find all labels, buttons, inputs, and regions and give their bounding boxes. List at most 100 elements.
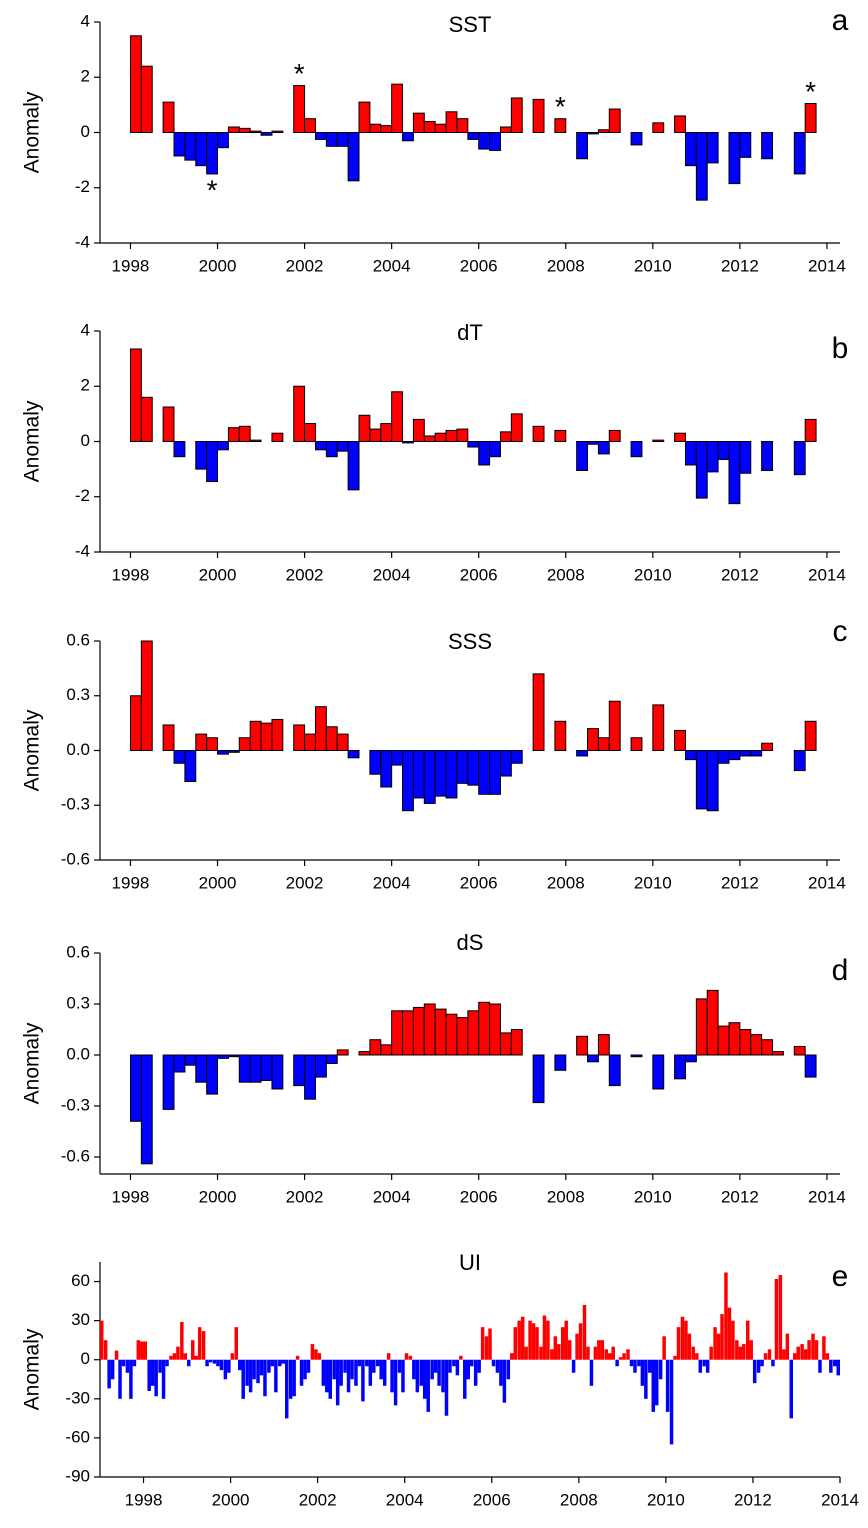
bar [807, 1340, 811, 1360]
x-tick-label: 2012 [721, 1187, 759, 1206]
bar [477, 1359, 481, 1373]
y-tick-label: -2 [75, 486, 90, 505]
bar [391, 83, 404, 133]
bar [332, 1359, 336, 1380]
bar [611, 1346, 615, 1360]
x-tick-label: 2006 [460, 256, 498, 275]
bar [217, 750, 229, 755]
bar [750, 750, 763, 757]
bar [804, 1054, 817, 1078]
bar [402, 750, 414, 812]
bar [412, 750, 425, 799]
bar [796, 1346, 800, 1360]
bar [114, 1350, 119, 1360]
bar [698, 1359, 703, 1373]
bar [655, 1359, 659, 1406]
bar [510, 750, 523, 764]
x-tick-label: 2000 [199, 565, 237, 584]
bar [304, 423, 316, 443]
bar [271, 1054, 284, 1090]
bar [375, 1359, 380, 1367]
bar [271, 432, 284, 442]
bar [206, 441, 219, 483]
bar [489, 1003, 501, 1056]
bar [248, 1359, 253, 1393]
bar [184, 1054, 197, 1066]
bar [833, 1359, 837, 1367]
x-tick-label: 2004 [373, 1187, 411, 1206]
bar [121, 1359, 126, 1367]
bar [608, 700, 621, 751]
y-tick-label: -0.3 [61, 1095, 90, 1114]
chart-title: dS [457, 930, 484, 955]
bar [739, 750, 752, 757]
bar [756, 1359, 761, 1373]
bar [553, 1336, 558, 1360]
bar [597, 129, 610, 134]
x-tick-label: 2008 [547, 256, 585, 275]
bar [554, 1054, 567, 1071]
bar [412, 112, 425, 133]
bar [380, 750, 393, 788]
bar [358, 1051, 371, 1056]
bar [415, 1359, 420, 1393]
bar [597, 441, 610, 455]
x-tick-label: 1998 [112, 1187, 150, 1206]
bar [379, 1359, 383, 1380]
bar [597, 1340, 601, 1360]
bar [510, 1029, 523, 1056]
x-tick-label: 2008 [547, 873, 585, 892]
x-tick-label: 2004 [373, 256, 411, 275]
bar [434, 123, 447, 134]
bar [803, 1349, 808, 1360]
y-tick-label: -0.3 [61, 795, 90, 814]
x-tick-label: 2010 [634, 1187, 672, 1206]
bar [717, 1025, 730, 1056]
bar [346, 1359, 351, 1393]
chart-title: dT [457, 320, 483, 345]
bar [630, 737, 643, 751]
y-tick-label: 30 [71, 1310, 90, 1329]
bar [742, 1344, 746, 1360]
annotation: * [805, 76, 816, 107]
bar [761, 441, 774, 472]
bar [285, 1359, 289, 1419]
bar [147, 1359, 151, 1391]
bar [271, 718, 284, 751]
bar [180, 1321, 184, 1360]
bar [423, 1003, 436, 1056]
bar [789, 1359, 793, 1419]
y-axis-label: Anomaly [21, 1022, 44, 1104]
bar [484, 1336, 489, 1360]
bar [539, 1346, 543, 1360]
bar [811, 1333, 815, 1360]
bar [557, 1344, 561, 1360]
bar [306, 1359, 311, 1373]
bar [587, 132, 599, 135]
bar [256, 1359, 260, 1384]
bar [531, 1323, 536, 1360]
bar [506, 1359, 511, 1380]
bar [752, 1359, 757, 1384]
bar [150, 1359, 155, 1386]
bar [382, 1359, 387, 1386]
bar [249, 1054, 262, 1083]
bar [408, 1355, 413, 1360]
x-tick-label: 1998 [125, 1490, 163, 1509]
y-tick-label: -60 [65, 1427, 90, 1446]
y-tick-label: 2 [81, 376, 90, 395]
bar [190, 1340, 195, 1360]
bar [499, 1359, 503, 1386]
bar [206, 737, 219, 751]
bar [652, 122, 665, 134]
bar [445, 750, 458, 799]
bar [739, 441, 752, 474]
bar [630, 1054, 643, 1058]
y-axis-label: Anomaly [21, 400, 44, 482]
bar [241, 1359, 245, 1399]
bar [669, 1359, 674, 1445]
bar [299, 1359, 304, 1386]
bar [445, 111, 458, 133]
bar [304, 1054, 316, 1100]
